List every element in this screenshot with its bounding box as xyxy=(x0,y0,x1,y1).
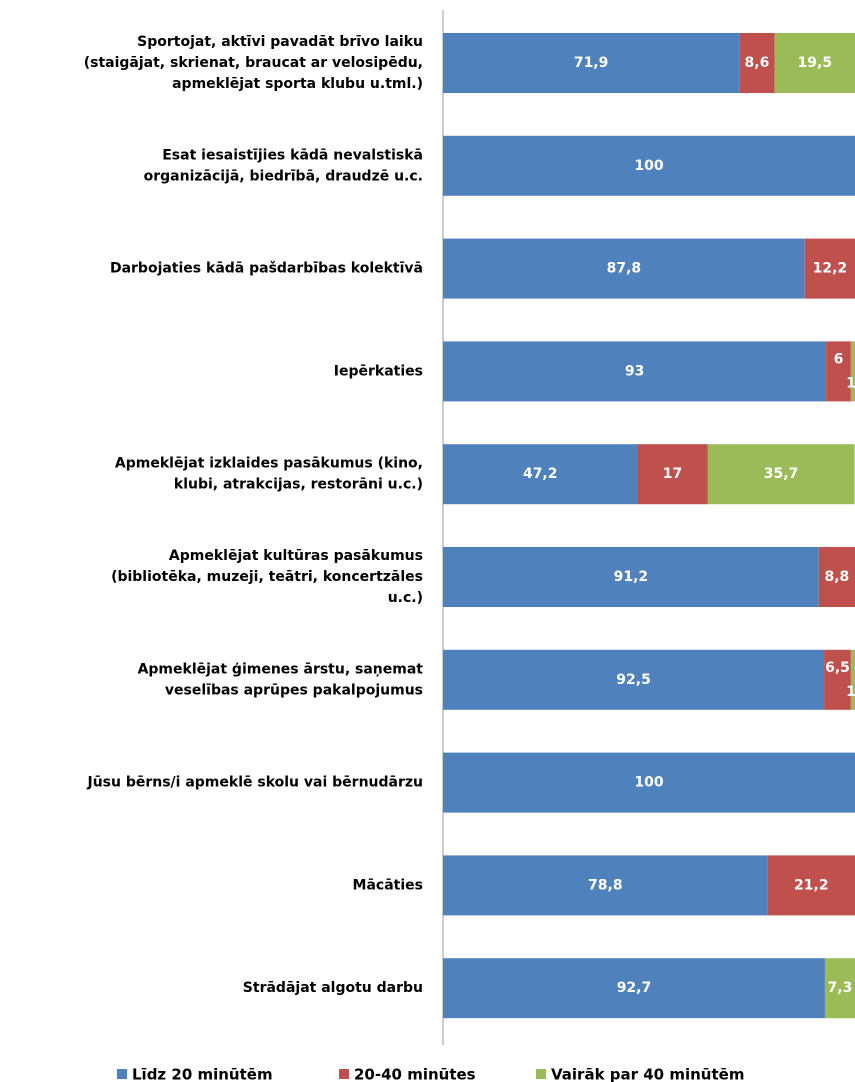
value-label: 1 xyxy=(846,684,855,700)
category-label: Apmeklējat ģimenes ārstu, saņemat xyxy=(138,661,424,677)
bar-segment xyxy=(443,238,805,299)
category-label: Jūsu bērns/i apmeklē skolu vai bērnudārz… xyxy=(86,775,423,791)
value-label: 93 xyxy=(625,363,644,379)
category-label: (bibliotēka, muzeji, teātri, koncertzāle… xyxy=(111,569,423,585)
bar-segment xyxy=(443,341,827,402)
value-label: 92,5 xyxy=(616,672,651,688)
category-label: veselības aprūpes pakalpojumus xyxy=(165,682,423,698)
category-label: Sportojat, aktīvi pavadāt brīvo laiku xyxy=(137,34,423,50)
legend-label: 20-40 minūtes xyxy=(354,1066,476,1082)
bar-segment xyxy=(826,341,851,402)
legend-swatch xyxy=(117,1069,127,1079)
category-label: Strādājat algotu darbu xyxy=(243,980,423,996)
value-label: 91,2 xyxy=(614,569,649,585)
category-label: (staigājat, skrienat, braucat ar velosip… xyxy=(84,55,423,71)
value-label: 12,2 xyxy=(813,261,848,277)
value-label: 78,8 xyxy=(588,877,623,893)
bar-segment xyxy=(443,135,855,196)
bar-segment xyxy=(739,33,775,93)
value-label: 8,8 xyxy=(824,569,849,585)
bar-segment xyxy=(443,547,819,607)
category-label: organizācijā, biedrībā, draudzē u.c. xyxy=(144,168,423,184)
bar-segment xyxy=(850,341,855,402)
value-label: 71,9 xyxy=(574,55,609,71)
value-label: 100 xyxy=(634,158,663,174)
value-label: 1 xyxy=(846,375,855,391)
legend-label: Līdz 20 minūtēm xyxy=(132,1066,273,1082)
bar-segment xyxy=(443,752,855,813)
bar-segment xyxy=(443,649,825,710)
value-label: 6,5 xyxy=(825,660,850,676)
value-label: 17 xyxy=(663,466,682,482)
bar-segment xyxy=(804,238,855,299)
value-label: 47,2 xyxy=(523,466,558,482)
bar-segment xyxy=(443,444,638,505)
value-label: 92,7 xyxy=(617,980,652,996)
value-label: 8,6 xyxy=(745,55,770,71)
bar-segment xyxy=(824,649,851,710)
category-label: Darbojaties kādā pašdarbības kolektīvā xyxy=(110,261,423,277)
value-label: 35,7 xyxy=(764,466,799,482)
category-label: Esat iesaistījies kādā nevalstiskā xyxy=(162,147,423,163)
bar-segment xyxy=(767,855,855,916)
category-label: Mācāties xyxy=(353,877,423,893)
category-label: u.c.) xyxy=(388,590,423,606)
bar-segment xyxy=(774,33,855,93)
bar-segment xyxy=(443,855,768,916)
value-label: 19,5 xyxy=(798,55,833,71)
value-label: 87,8 xyxy=(607,261,642,277)
bar-segment xyxy=(637,444,708,505)
bar-segment xyxy=(443,33,740,93)
legend-swatch xyxy=(536,1069,546,1079)
value-label: 100 xyxy=(634,775,663,791)
bar-segment xyxy=(818,547,855,607)
bar-segment xyxy=(443,958,825,1019)
category-label: Apmeklējat kultūras pasākumus xyxy=(169,548,423,564)
category-label: Iepērkaties xyxy=(334,363,423,379)
value-label: 21,2 xyxy=(794,877,829,893)
category-label: apmeklējat sporta klubu u.tml.) xyxy=(172,76,423,92)
bar-segment xyxy=(824,958,855,1019)
value-label: 7,3 xyxy=(828,980,853,996)
bar-segment xyxy=(850,649,855,710)
legend-swatch xyxy=(339,1069,349,1079)
category-label: klubi, atrakcijas, restorāni u.c.) xyxy=(174,477,423,493)
bar-segment xyxy=(707,444,855,505)
value-label: 6 xyxy=(834,351,844,367)
legend-label: Vairāk par 40 minūtēm xyxy=(551,1066,744,1082)
category-label: Apmeklējat izklaides pasākumus (kino, xyxy=(115,456,423,472)
